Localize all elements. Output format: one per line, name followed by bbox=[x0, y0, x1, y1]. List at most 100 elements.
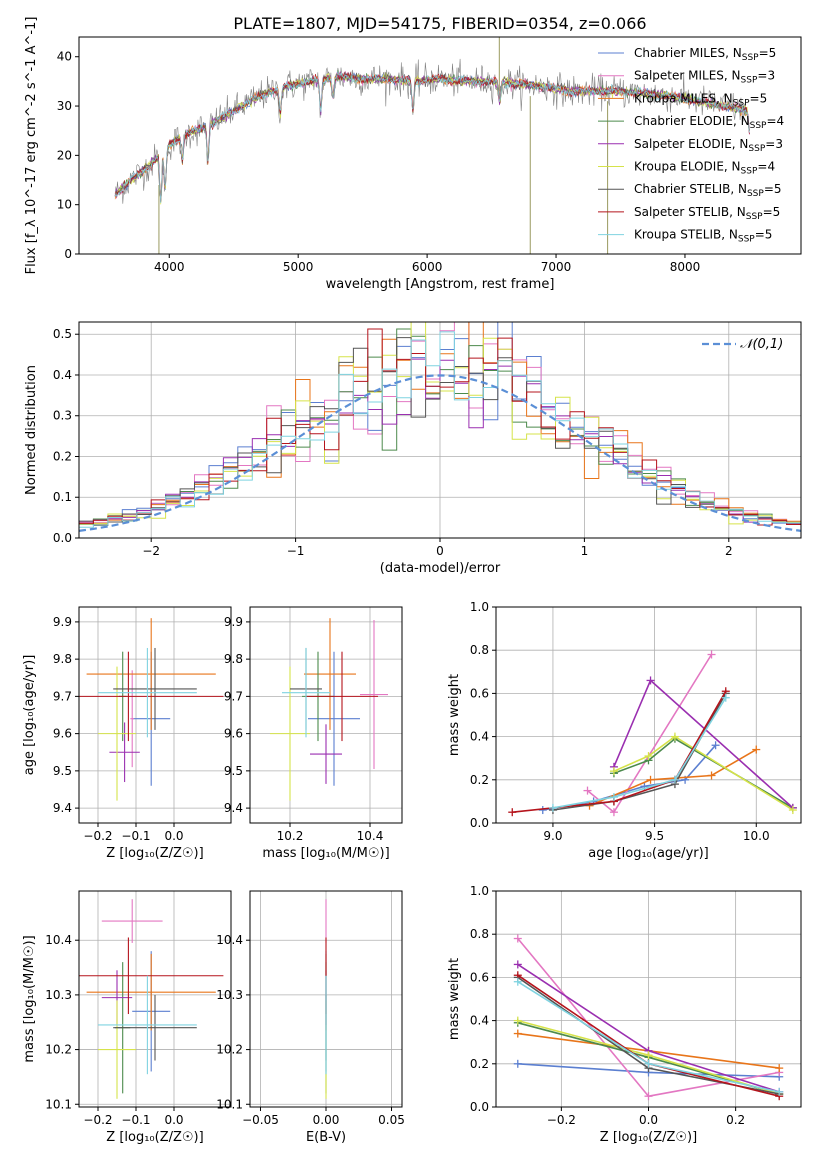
y-tick-label: 1.0 bbox=[470, 600, 489, 614]
histogram-kroupa-stelib bbox=[79, 331, 801, 528]
y-tick-label: 0.8 bbox=[470, 643, 489, 657]
errorbar-chabrier-stelib bbox=[113, 647, 197, 730]
errorbar-kroupa-miles bbox=[86, 618, 216, 730]
legend-entry: Chabrier ELODIE, NSSP=4 bbox=[634, 114, 784, 131]
y-tick-label: 10.3 bbox=[45, 988, 72, 1002]
mass-vs-Z-panel: −0.2 −0.1 0.0 10.1 10.2 10.3 10.4 Z [log₁₀(Z/Z☉… bbox=[22, 890, 232, 1145]
errorbar-salpeter-miles bbox=[360, 620, 388, 769]
y-axis-label: mass [log₁₀(M/M☉)] bbox=[22, 935, 37, 1062]
residuals-plot-area bbox=[79, 322, 801, 532]
legend-entry: Salpeter ELODIE, NSSP=3 bbox=[634, 137, 783, 154]
weight-marker bbox=[513, 1059, 522, 1068]
y-tick-label: 9.4 bbox=[53, 801, 72, 815]
weight-marker bbox=[775, 1087, 784, 1096]
x-axis-label: Z [log₁₀(Z/Z☉)] bbox=[106, 1130, 203, 1145]
y-tick-label: 9.9 bbox=[224, 615, 243, 629]
y-tick-label: 0 bbox=[64, 247, 72, 261]
y-tick-label: 9.5 bbox=[224, 764, 243, 778]
x-tick-label: 10.2 bbox=[277, 829, 304, 843]
figure-title: PLATE=1807, MJD=54175, FIBERID=0354, z=0… bbox=[233, 14, 646, 33]
weight-line-kroupa-elodie bbox=[613, 735, 794, 811]
x-tick-label: −0.2 bbox=[83, 829, 112, 843]
weight-marker bbox=[609, 767, 618, 776]
legend-entry: Chabrier MILES, NSSP=5 bbox=[634, 46, 776, 63]
x-tick-label: 0.0 bbox=[639, 1113, 658, 1127]
age-vs-Z-panel: −0.2 −0.1 0.0 9.4 9.5 9.6 9.7 9.8 9.9 Z [log₁₀(Z/… bbox=[22, 606, 232, 861]
y-tick-label: 20 bbox=[57, 148, 72, 162]
model-spectrum-kroupa-stelib bbox=[114, 70, 750, 204]
x-tick-label: 7000 bbox=[541, 260, 572, 274]
errorbar-kroupa-stelib bbox=[98, 647, 197, 738]
weight-line-kroupa-miles bbox=[589, 748, 757, 807]
y-tick-label: 9.6 bbox=[53, 727, 72, 741]
weight-marker bbox=[548, 803, 557, 812]
x-tick-label: 8000 bbox=[670, 260, 701, 274]
weight-line-kroupa-stelib bbox=[552, 697, 727, 809]
y-tick-label: 0.4 bbox=[470, 1014, 489, 1028]
y-tick-label: 10.2 bbox=[216, 1043, 243, 1057]
errorbar-chabrier-miles bbox=[308, 651, 360, 786]
weight-marker bbox=[644, 1092, 653, 1101]
y-tick-label: 0.5 bbox=[53, 327, 72, 341]
x-axis-label: (data-model)/error bbox=[380, 561, 501, 576]
residuals-panel: 𝒩(0,1) −2 −1 0 1 2 0.0 0.1 0.2 0.3 0.4 0.5 (data-mod… bbox=[24, 321, 802, 576]
weight-marker bbox=[609, 793, 618, 802]
axes-frame bbox=[78, 606, 232, 824]
x-axis-label: E(B-V) bbox=[306, 1130, 346, 1145]
y-axis-label: Flux [f_λ 10^-17 erg cm^-2 s^-1 A^-1] bbox=[24, 17, 39, 275]
errorbar-salpeter-miles bbox=[101, 899, 163, 943]
weight-marker bbox=[583, 786, 592, 795]
y-tick-label: 0.4 bbox=[470, 730, 489, 744]
weight-marker bbox=[644, 752, 653, 761]
errorbar-salpeter-miles bbox=[130, 670, 135, 768]
y-axis-label: mass weight bbox=[447, 674, 462, 756]
weight-marker bbox=[513, 977, 522, 986]
legend-entry: Salpeter MILES, NSSP=3 bbox=[634, 69, 775, 86]
y-tick-label: 10.4 bbox=[216, 933, 243, 947]
mass-vs-ebv-panel: −0.05 0.00 0.05 10.1 10.2 10.3 10.4 E(B-V) bbox=[216, 890, 405, 1145]
x-tick-label: 10.4 bbox=[357, 829, 384, 843]
errorbar-kroupa-stelib bbox=[98, 975, 197, 1075]
errorbar-salpeter-stelib bbox=[306, 651, 378, 742]
weight-vs-age-plot-area bbox=[508, 650, 797, 817]
y-tick-label: 0.2 bbox=[470, 1057, 489, 1071]
age-vs-mass-plot-area bbox=[270, 618, 388, 801]
y-tick-label: 10 bbox=[57, 198, 72, 212]
x-tick-label: −0.2 bbox=[547, 1113, 576, 1127]
weight-marker bbox=[721, 693, 730, 702]
y-tick-label: 9.7 bbox=[224, 689, 243, 703]
errorbar-salpeter-stelib bbox=[79, 651, 224, 742]
weight-marker bbox=[644, 1059, 653, 1068]
spectrum-legend: Chabrier MILES, NSSP=5 Salpeter MILES, NS… bbox=[598, 46, 784, 245]
errorbar-kroupa-miles bbox=[86, 953, 216, 1031]
x-tick-label: −0.05 bbox=[242, 1113, 279, 1127]
x-tick-label: 9.0 bbox=[543, 829, 562, 843]
histogram-salpeter-stelib bbox=[79, 328, 801, 526]
x-tick-label: −1 bbox=[287, 544, 305, 558]
y-tick-label: 10.1 bbox=[45, 1097, 72, 1111]
spectrum-plot-area bbox=[114, 37, 750, 254]
x-tick-label: 9.5 bbox=[645, 829, 664, 843]
errorbar-kroupa-miles bbox=[304, 618, 356, 730]
weight-marker bbox=[513, 934, 522, 943]
y-tick-label: 9.8 bbox=[53, 652, 72, 666]
y-axis-label: age [log₁₀(age/yr)] bbox=[22, 655, 37, 776]
legend-entry: Kroupa STELIB, NSSP=5 bbox=[634, 228, 772, 245]
weight-marker bbox=[711, 741, 720, 750]
x-axis-label: wavelength [Angstrom, rest frame] bbox=[326, 277, 555, 292]
y-tick-label: 9.5 bbox=[53, 764, 72, 778]
y-tick-label: 0.0 bbox=[470, 1100, 489, 1114]
y-tick-label: 0.2 bbox=[470, 773, 489, 787]
x-axis-label: age [log₁₀(age/yr)] bbox=[588, 846, 709, 861]
model-spectrum-kroupa-elodie bbox=[114, 72, 750, 205]
x-tick-label: 1 bbox=[581, 544, 589, 558]
weight-marker bbox=[609, 808, 618, 817]
y-tick-label: 30 bbox=[57, 99, 72, 113]
x-tick-label: −0.1 bbox=[121, 1113, 150, 1127]
y-tick-label: 0.8 bbox=[470, 927, 489, 941]
y-tick-label: 0.2 bbox=[53, 449, 72, 463]
weight-marker bbox=[752, 745, 761, 754]
weight-marker bbox=[513, 1029, 522, 1038]
age-vs-mass-panel: 10.2 10.4 9.4 9.5 9.6 9.7 9.8 9.9 mass [log₁₀(M/… bbox=[224, 606, 403, 861]
errorbar-salpeter-elodie bbox=[310, 724, 342, 784]
